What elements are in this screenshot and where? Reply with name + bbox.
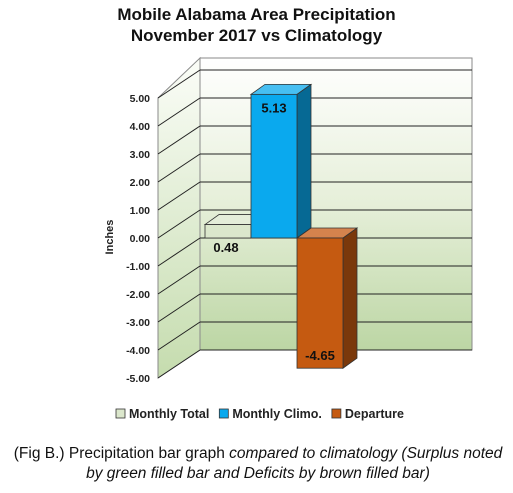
y-tick-label: -5.00 (126, 373, 150, 385)
bar-side (296, 83, 312, 239)
gridline-depth (157, 209, 201, 239)
bar-monthly-climo (249, 83, 313, 239)
y-tick-label: 1.00 (130, 205, 151, 217)
y-tick-label: 2.00 (130, 177, 151, 189)
legend-label: Monthly Climo. (232, 407, 322, 421)
gridline-depth (157, 181, 201, 211)
figure-caption: (Fig B.) Precipitation bar graph compare… (8, 444, 508, 484)
bar-front (250, 93, 298, 239)
data-label: 0.48 (213, 240, 238, 255)
legend-label: Departure (345, 407, 404, 421)
y-tick-label: 4.00 (130, 121, 151, 133)
legend-swatch (331, 408, 342, 419)
gridline-depth (157, 97, 201, 127)
gridline-depth (157, 153, 201, 183)
y-axis-ticks: 5.00 4.00 3.00 2.00 1.00 0.00 -1.00 -2.00 -3.00 -… (126, 93, 150, 385)
bar-departure (295, 227, 359, 369)
gridline-depth (157, 349, 201, 379)
y-tick-label: -2.00 (126, 289, 150, 301)
y-tick-label: 5.00 (130, 93, 151, 105)
caption-plain: (Fig B.) Precipitation bar graph (13, 445, 230, 462)
y-tick-label: -3.00 (126, 317, 150, 329)
bar-side (342, 227, 358, 369)
side-wall (157, 56, 201, 379)
y-tick-label: -4.00 (126, 345, 150, 357)
gridline-depth (157, 321, 201, 351)
y-axis-label: Inches (104, 220, 116, 255)
bar-front (204, 224, 252, 239)
gridline-depth (157, 265, 201, 295)
gridline-depth (157, 237, 201, 267)
chart-title: Mobile Alabama Area Precipitation Novemb… (0, 4, 513, 46)
legend: Monthly Total Monthly Climo. Departure (115, 407, 404, 421)
y-tick-label: -1.00 (126, 261, 150, 273)
chart-plot: 5.00 4.00 3.00 2.00 1.00 0.00 -1.00 -2.00 -3.00 -… (104, 56, 473, 421)
bar-front (296, 237, 344, 369)
legend-swatch (218, 408, 229, 419)
gridlines (157, 69, 472, 379)
caption-italic: compared to climatology (Surplus noted b… (86, 445, 503, 482)
legend-label: Monthly Total (129, 407, 209, 421)
data-label: 5.13 (261, 100, 286, 115)
gridline-depth (157, 125, 201, 155)
gridline-depth (157, 69, 201, 99)
data-label: -4.65 (305, 348, 335, 363)
chart-title-line-2: November 2017 vs Climatology (130, 26, 383, 45)
y-tick-label: 0.00 (130, 233, 151, 245)
bars (203, 83, 359, 369)
gridline-depth (157, 293, 201, 323)
y-tick-label: 3.00 (130, 149, 151, 161)
legend-swatch (115, 408, 126, 419)
data-labels: 0.48 5.13 -4.65 (213, 100, 334, 363)
chart-title-line-1: Mobile Alabama Area Precipitation (117, 5, 396, 24)
